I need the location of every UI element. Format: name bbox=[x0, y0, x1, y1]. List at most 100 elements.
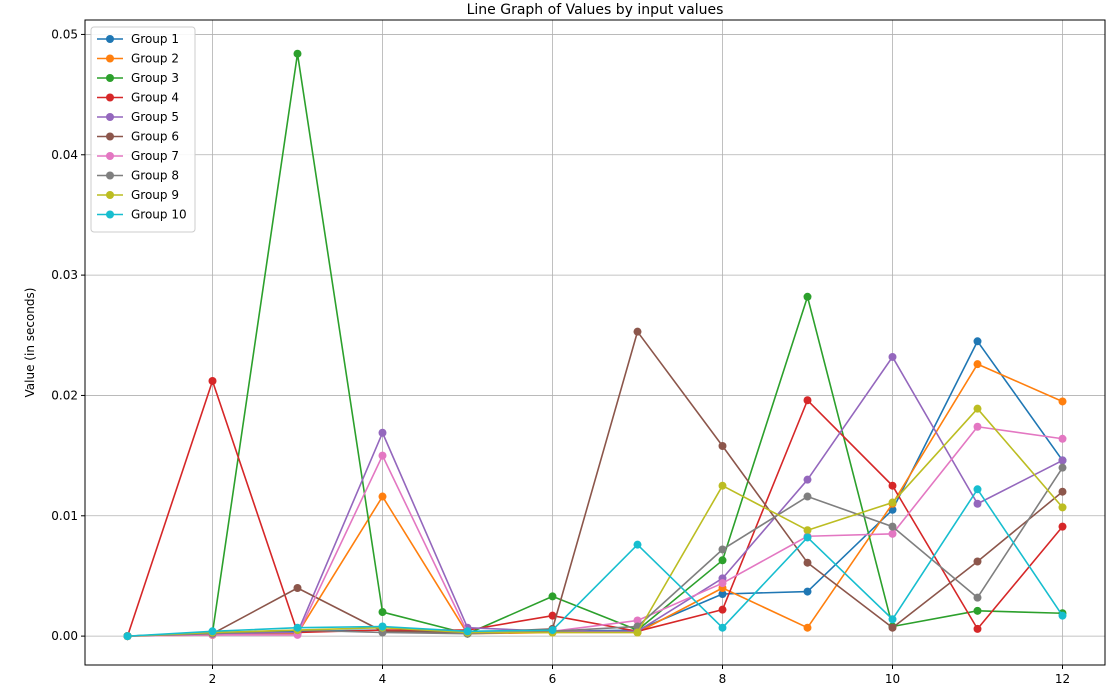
series-line bbox=[127, 330, 1064, 637]
chart-title: Line Graph of Values by input values bbox=[467, 2, 724, 18]
legend-marker bbox=[106, 35, 114, 43]
data-point bbox=[718, 556, 727, 565]
series-line bbox=[127, 52, 1063, 637]
data-point bbox=[803, 558, 812, 567]
legend-label: Group 9 bbox=[131, 188, 179, 202]
data-point bbox=[463, 627, 472, 636]
grid-lines bbox=[85, 20, 1105, 665]
x-tick-label: 2 bbox=[209, 672, 217, 686]
legend-item: Group 5 bbox=[97, 110, 179, 124]
legend-marker bbox=[106, 152, 114, 160]
data-point bbox=[803, 292, 812, 301]
data-point bbox=[803, 623, 812, 632]
data-point bbox=[803, 475, 812, 484]
x-tick-label: 10 bbox=[885, 672, 900, 686]
series-line bbox=[127, 488, 1064, 637]
data-point bbox=[973, 606, 982, 615]
legend-label: Group 10 bbox=[131, 208, 187, 222]
data-point bbox=[208, 377, 217, 386]
data-point bbox=[718, 579, 727, 588]
data-point bbox=[973, 557, 982, 566]
data-point bbox=[208, 627, 217, 636]
y-tick-label: 0.05 bbox=[51, 27, 78, 41]
data-point bbox=[888, 623, 897, 632]
data-point bbox=[378, 608, 387, 617]
legend-marker bbox=[106, 171, 114, 180]
legend-marker bbox=[106, 113, 114, 121]
legend-marker bbox=[106, 54, 114, 63]
series-line bbox=[126, 380, 1064, 637]
series-layer bbox=[123, 49, 1067, 641]
data-point bbox=[1058, 434, 1067, 443]
legend-marker bbox=[106, 191, 114, 199]
x-axis: 2 4 6 8 10 12 bbox=[209, 665, 1070, 686]
data-point bbox=[378, 451, 387, 460]
series-line bbox=[127, 425, 1063, 637]
data-point bbox=[803, 526, 812, 535]
data-point bbox=[548, 592, 557, 601]
data-point bbox=[633, 540, 642, 549]
data-point bbox=[718, 481, 727, 490]
data-point bbox=[1058, 456, 1067, 465]
legend-item: Group 4 bbox=[97, 91, 179, 105]
data-point bbox=[633, 628, 642, 637]
series-10 bbox=[123, 485, 1067, 641]
data-point bbox=[1058, 611, 1067, 620]
legend-label: Group 4 bbox=[131, 91, 179, 105]
data-point bbox=[1058, 503, 1067, 512]
data-point bbox=[1058, 397, 1067, 406]
legend-item: Group 7 bbox=[97, 149, 179, 163]
y-axis: 0.00 0.01 0.02 0.03 0.04 0.05 bbox=[51, 27, 85, 643]
y-tick-label: 0.02 bbox=[51, 388, 78, 402]
legend-marker bbox=[106, 93, 114, 102]
data-point bbox=[803, 533, 812, 542]
legend-item: Group 3 bbox=[97, 71, 179, 85]
legend-label: Group 5 bbox=[131, 110, 179, 124]
data-point bbox=[123, 632, 132, 641]
data-point bbox=[803, 587, 812, 596]
legend-label: Group 7 bbox=[131, 149, 179, 163]
legend-marker bbox=[106, 132, 114, 141]
data-point bbox=[378, 622, 387, 631]
data-point bbox=[973, 499, 982, 508]
data-point bbox=[1058, 522, 1067, 531]
y-tick-label: 0.04 bbox=[51, 148, 78, 162]
data-point bbox=[888, 498, 897, 507]
y-tick-label: 0.03 bbox=[51, 268, 78, 282]
x-tick-label: 6 bbox=[549, 672, 557, 686]
y-tick-label: 0.00 bbox=[51, 629, 78, 643]
data-point bbox=[718, 590, 727, 599]
legend-label: Group 6 bbox=[131, 130, 179, 144]
data-point bbox=[633, 616, 642, 625]
data-point bbox=[803, 396, 812, 405]
data-point bbox=[548, 626, 557, 635]
legend-item: Group 2 bbox=[97, 52, 179, 66]
legend-item: Group 1 bbox=[97, 32, 179, 46]
legend-label: Group 1 bbox=[131, 32, 179, 46]
data-point bbox=[718, 545, 727, 554]
data-point bbox=[1058, 487, 1067, 496]
data-point bbox=[633, 327, 642, 336]
data-point bbox=[293, 49, 302, 58]
data-point bbox=[378, 428, 387, 437]
data-point bbox=[973, 360, 982, 369]
x-tick-label: 12 bbox=[1055, 672, 1070, 686]
legend-label: Group 3 bbox=[131, 71, 179, 85]
data-point bbox=[888, 481, 897, 490]
legend-item: Group 8 bbox=[97, 169, 179, 183]
data-point bbox=[718, 605, 727, 614]
data-point bbox=[888, 522, 897, 531]
legend-item: Group 6 bbox=[97, 130, 179, 144]
legend-marker bbox=[106, 74, 114, 82]
legend-marker bbox=[106, 210, 114, 219]
legend-label: Group 2 bbox=[131, 52, 179, 66]
legend-label: Group 8 bbox=[131, 169, 179, 183]
legend-item: Group 9 bbox=[97, 188, 179, 202]
x-tick-label: 8 bbox=[719, 672, 727, 686]
plot-area bbox=[85, 20, 1105, 665]
data-point bbox=[293, 623, 302, 632]
data-point bbox=[293, 583, 302, 592]
legend-item: Group 10 bbox=[97, 208, 187, 222]
data-point bbox=[888, 615, 897, 624]
